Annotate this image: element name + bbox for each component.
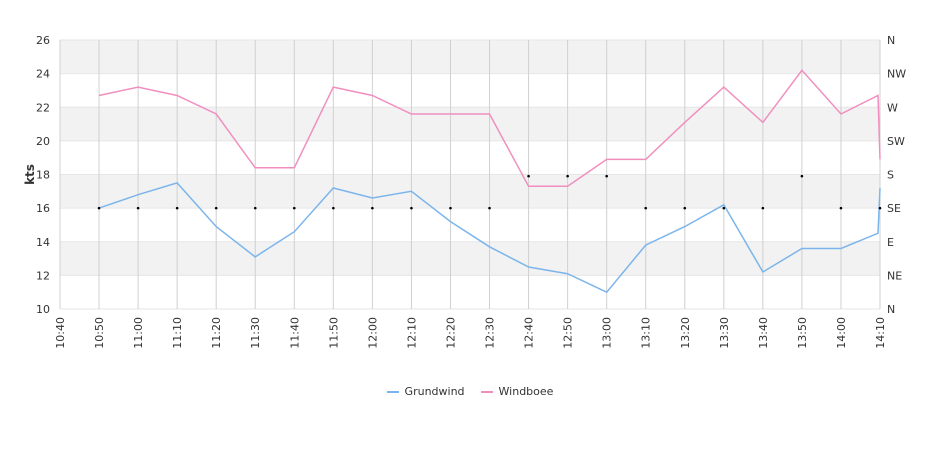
y-tick-label: 12 — [36, 269, 50, 282]
direction-mark — [527, 174, 530, 178]
y-tick-label: 14 — [36, 236, 50, 249]
direction-mark — [97, 206, 101, 210]
x-tick-label: 14:10 — [874, 317, 887, 349]
x-tick-label: 12:50 — [562, 317, 575, 349]
legend-item-grundwind[interactable]: Grundwind — [386, 385, 465, 398]
x-tick-label: 11:10 — [171, 317, 184, 349]
direction-mark — [488, 206, 491, 210]
direction-tick-label: W — [887, 101, 898, 114]
x-tick-label: 10:40 — [54, 317, 67, 349]
direction-mark — [566, 174, 569, 178]
direction-tick-label: N — [887, 34, 895, 47]
plot-band — [60, 107, 880, 141]
series-line-windboee — [98, 69, 881, 188]
series-line-grundwind — [98, 182, 881, 294]
y-tick-label: 18 — [36, 169, 50, 182]
direction-mark — [253, 206, 257, 210]
direction-mark — [800, 174, 804, 178]
direction-tick-label: E — [887, 236, 894, 249]
x-tick-label: 11:00 — [132, 317, 145, 349]
x-tick-label: 11:40 — [288, 317, 301, 349]
x-tick-label: 11:20 — [210, 317, 223, 349]
x-tick-label: 12:40 — [523, 317, 536, 349]
y-tick-label: 20 — [36, 135, 50, 148]
direction-mark — [214, 206, 218, 210]
direction-mark — [644, 206, 648, 210]
direction-tick-label: S — [887, 169, 894, 182]
direction-mark — [292, 206, 296, 210]
direction-mark — [175, 206, 179, 210]
direction-mark — [839, 206, 843, 210]
x-tick-label: 13:20 — [679, 317, 692, 349]
direction-mark — [371, 206, 374, 210]
x-tick-label: 13:40 — [757, 317, 770, 349]
direction-mark — [878, 206, 882, 210]
direction-mark — [605, 174, 608, 178]
x-tick-label: 10:50 — [93, 317, 106, 349]
direction-tick-label: N — [887, 303, 895, 316]
legend-swatch-windboee — [480, 390, 493, 393]
legend-item-windboee[interactable]: Windboee — [480, 385, 554, 398]
y-tick-label: 16 — [36, 202, 50, 215]
plot-band — [60, 174, 880, 209]
direction-mark — [410, 206, 413, 210]
x-tick-label: 11:30 — [249, 317, 262, 349]
x-tick-label: 13:00 — [601, 317, 614, 349]
x-tick-label: 14:00 — [835, 317, 848, 349]
y-tick-label: 10 — [36, 303, 50, 316]
x-tick-label: 11:50 — [327, 317, 340, 349]
x-tick-label: 12:10 — [405, 317, 418, 349]
y-axis-title: kts — [23, 164, 37, 185]
direction-mark — [136, 206, 140, 210]
y-tick-label: 24 — [36, 68, 50, 81]
direction-tick-label: SW — [887, 135, 905, 148]
x-tick-label: 13:10 — [640, 317, 653, 349]
direction-tick-label: NE — [887, 269, 902, 282]
plot-band — [60, 40, 880, 74]
legend-label-grundwind: Grundwind — [404, 385, 465, 398]
direction-tick-label: SE — [887, 202, 901, 215]
legend-swatch-grundwind — [386, 390, 399, 393]
legend-label-windboee: Windboee — [498, 385, 554, 398]
y-tick-label: 26 — [36, 34, 50, 47]
x-tick-label: 12:00 — [366, 317, 379, 349]
plot-band — [60, 241, 880, 276]
direction-mark — [761, 206, 765, 210]
x-tick-label: 13:30 — [718, 317, 731, 349]
direction-tick-label: NW — [887, 68, 906, 81]
y-tick-label: 22 — [36, 101, 50, 114]
direction-mark — [449, 206, 452, 210]
x-tick-label: 12:30 — [484, 317, 497, 349]
direction-mark — [683, 206, 687, 210]
chart-legend: Grundwind Windboee — [0, 385, 940, 398]
direction-mark — [332, 206, 335, 210]
x-tick-label: 12:20 — [444, 317, 457, 349]
x-tick-label: 13:50 — [796, 317, 809, 349]
direction-mark — [722, 206, 726, 210]
